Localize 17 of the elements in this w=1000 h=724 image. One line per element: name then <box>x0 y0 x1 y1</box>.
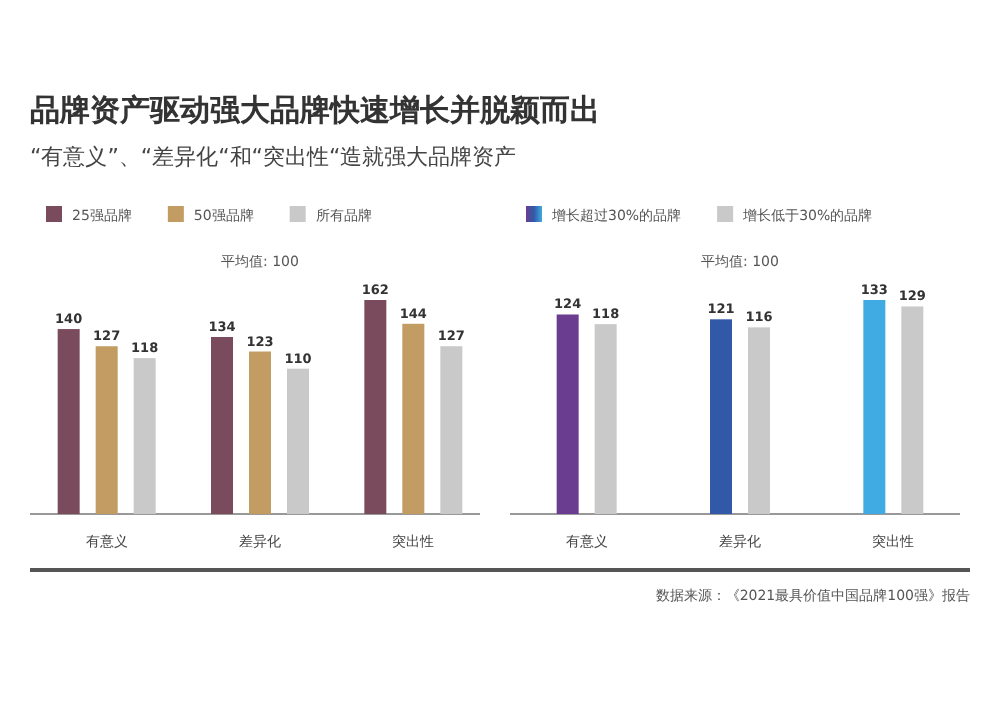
bar <box>249 351 271 514</box>
chart-title: 品牌资产驱动强大品牌快速增长并脱颖而出 <box>30 92 600 128</box>
bar <box>901 306 924 514</box>
bar <box>440 346 463 514</box>
bar <box>287 368 309 514</box>
chart-subtitle: “有意义”、“差异化“和“突出性“造就强大品牌资产 <box>30 144 517 170</box>
bar <box>133 358 156 514</box>
bar <box>95 346 118 514</box>
bar <box>748 327 770 514</box>
bar <box>594 324 617 514</box>
bar <box>710 319 732 514</box>
bar <box>364 300 387 514</box>
bar <box>211 336 233 514</box>
bar <box>402 323 425 514</box>
bar <box>863 300 886 514</box>
bar <box>57 329 80 514</box>
bar <box>556 314 579 514</box>
